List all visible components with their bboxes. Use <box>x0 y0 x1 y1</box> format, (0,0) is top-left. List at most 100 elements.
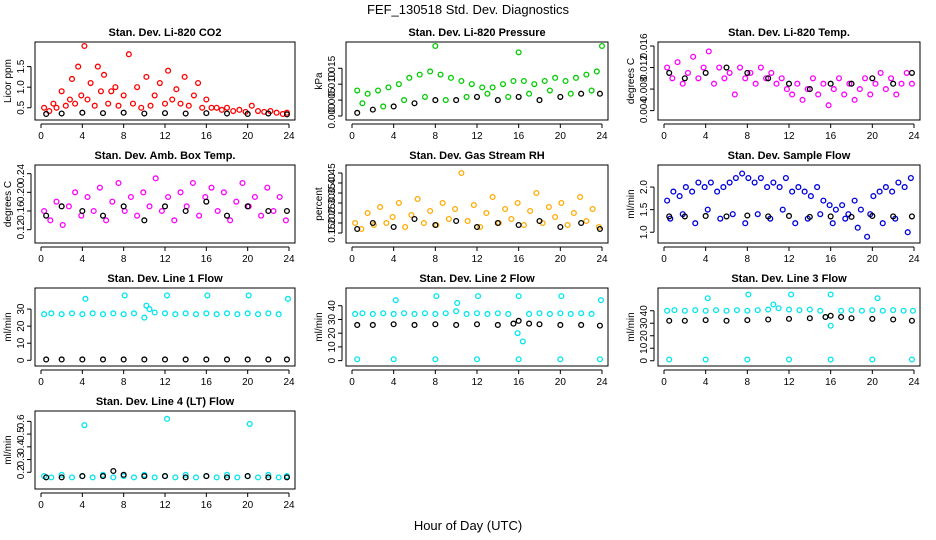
data-point <box>43 356 50 363</box>
y-tick-label: 0.20 <box>16 182 27 202</box>
data-point <box>275 311 282 318</box>
data-point <box>726 179 733 186</box>
data-point <box>681 317 688 324</box>
data-point <box>770 179 777 186</box>
data-point <box>785 315 793 322</box>
data-point <box>483 209 490 217</box>
data-point <box>352 310 359 318</box>
plot-frame <box>34 164 296 244</box>
data-point <box>427 207 434 215</box>
data-point <box>432 221 439 229</box>
data-point <box>47 217 54 224</box>
data-point <box>702 356 709 363</box>
data-point <box>48 474 55 481</box>
data-point <box>827 80 834 87</box>
data-point <box>681 307 688 314</box>
y-tick-label: 0.010 <box>327 71 338 96</box>
data-point <box>782 174 789 182</box>
data-point <box>744 69 751 76</box>
data-point <box>510 77 517 85</box>
data-point <box>744 317 751 324</box>
data-point <box>265 471 272 478</box>
data-point <box>825 102 832 109</box>
data-point <box>814 184 821 191</box>
data-point <box>385 84 392 91</box>
data-point <box>120 471 127 478</box>
data-point <box>908 317 915 324</box>
data-point <box>177 189 184 196</box>
y-tick-label: 0.35 <box>327 183 338 203</box>
x-tick-label: 24 <box>283 254 295 265</box>
data-point <box>182 110 189 117</box>
x-tick-label: 20 <box>242 131 254 142</box>
data-point <box>411 215 418 223</box>
data-point <box>702 317 709 324</box>
data-point <box>564 221 571 229</box>
data-point <box>458 169 465 177</box>
data-point <box>489 193 496 201</box>
data-point <box>533 189 540 197</box>
x-tick-label: 4 <box>391 377 397 388</box>
data-point <box>744 356 751 363</box>
data-point <box>223 356 231 363</box>
data-point <box>130 310 138 317</box>
x-tick-label: 0 <box>38 131 44 142</box>
x-tick-label: 12 <box>783 131 795 142</box>
y-tick-label: 10 <box>639 342 650 354</box>
data-point <box>151 474 158 481</box>
data-point <box>427 68 434 75</box>
data-point <box>283 356 290 363</box>
data-point <box>473 223 481 231</box>
data-point <box>120 109 127 116</box>
data-point <box>411 100 418 107</box>
data-point <box>723 64 730 71</box>
data-point <box>283 207 290 215</box>
series-2 <box>354 317 603 329</box>
x-tick-label: 20 <box>242 254 254 265</box>
data-point <box>99 110 107 117</box>
data-point <box>785 80 793 87</box>
data-point <box>411 310 418 318</box>
data-point <box>171 217 178 224</box>
data-point <box>804 86 811 93</box>
data-point <box>53 198 60 205</box>
data-point <box>764 184 771 191</box>
data-point <box>515 317 522 324</box>
data-point <box>901 184 908 191</box>
data-point <box>468 81 475 88</box>
data-point <box>515 293 522 300</box>
data-point <box>733 307 740 314</box>
data-point <box>757 64 764 71</box>
panel-title: Stan. Dev. Line 4 (LT) Flow <box>96 396 235 408</box>
data-point <box>726 69 733 76</box>
data-point <box>908 80 915 87</box>
y-tick-label: 0.24 <box>16 163 27 183</box>
data-point <box>265 310 272 317</box>
data-point <box>502 205 509 213</box>
data-point <box>223 104 231 111</box>
data-point <box>414 195 421 203</box>
x-tick-label: 0 <box>661 254 667 265</box>
data-point <box>473 93 481 100</box>
data-point <box>120 92 127 99</box>
data-point <box>127 193 134 201</box>
data-point <box>421 93 428 100</box>
data-point <box>731 91 738 98</box>
data-point <box>420 219 427 227</box>
x-tick-label: 12 <box>159 131 171 142</box>
data-point <box>138 104 145 111</box>
x-tick-label: 20 <box>555 131 567 142</box>
plot-frame <box>345 287 609 367</box>
data-point <box>820 80 827 87</box>
data-point <box>877 69 884 76</box>
data-point <box>78 92 85 99</box>
data-point <box>707 179 714 186</box>
data-point <box>666 356 673 363</box>
data-point <box>458 77 465 85</box>
data-point <box>392 297 399 304</box>
data-point <box>817 307 824 314</box>
y-axis-label: ml/min <box>626 189 637 218</box>
x-tick-label: 8 <box>433 377 439 388</box>
y-tick-label: 1.5 <box>16 59 27 73</box>
data-point <box>744 307 751 314</box>
